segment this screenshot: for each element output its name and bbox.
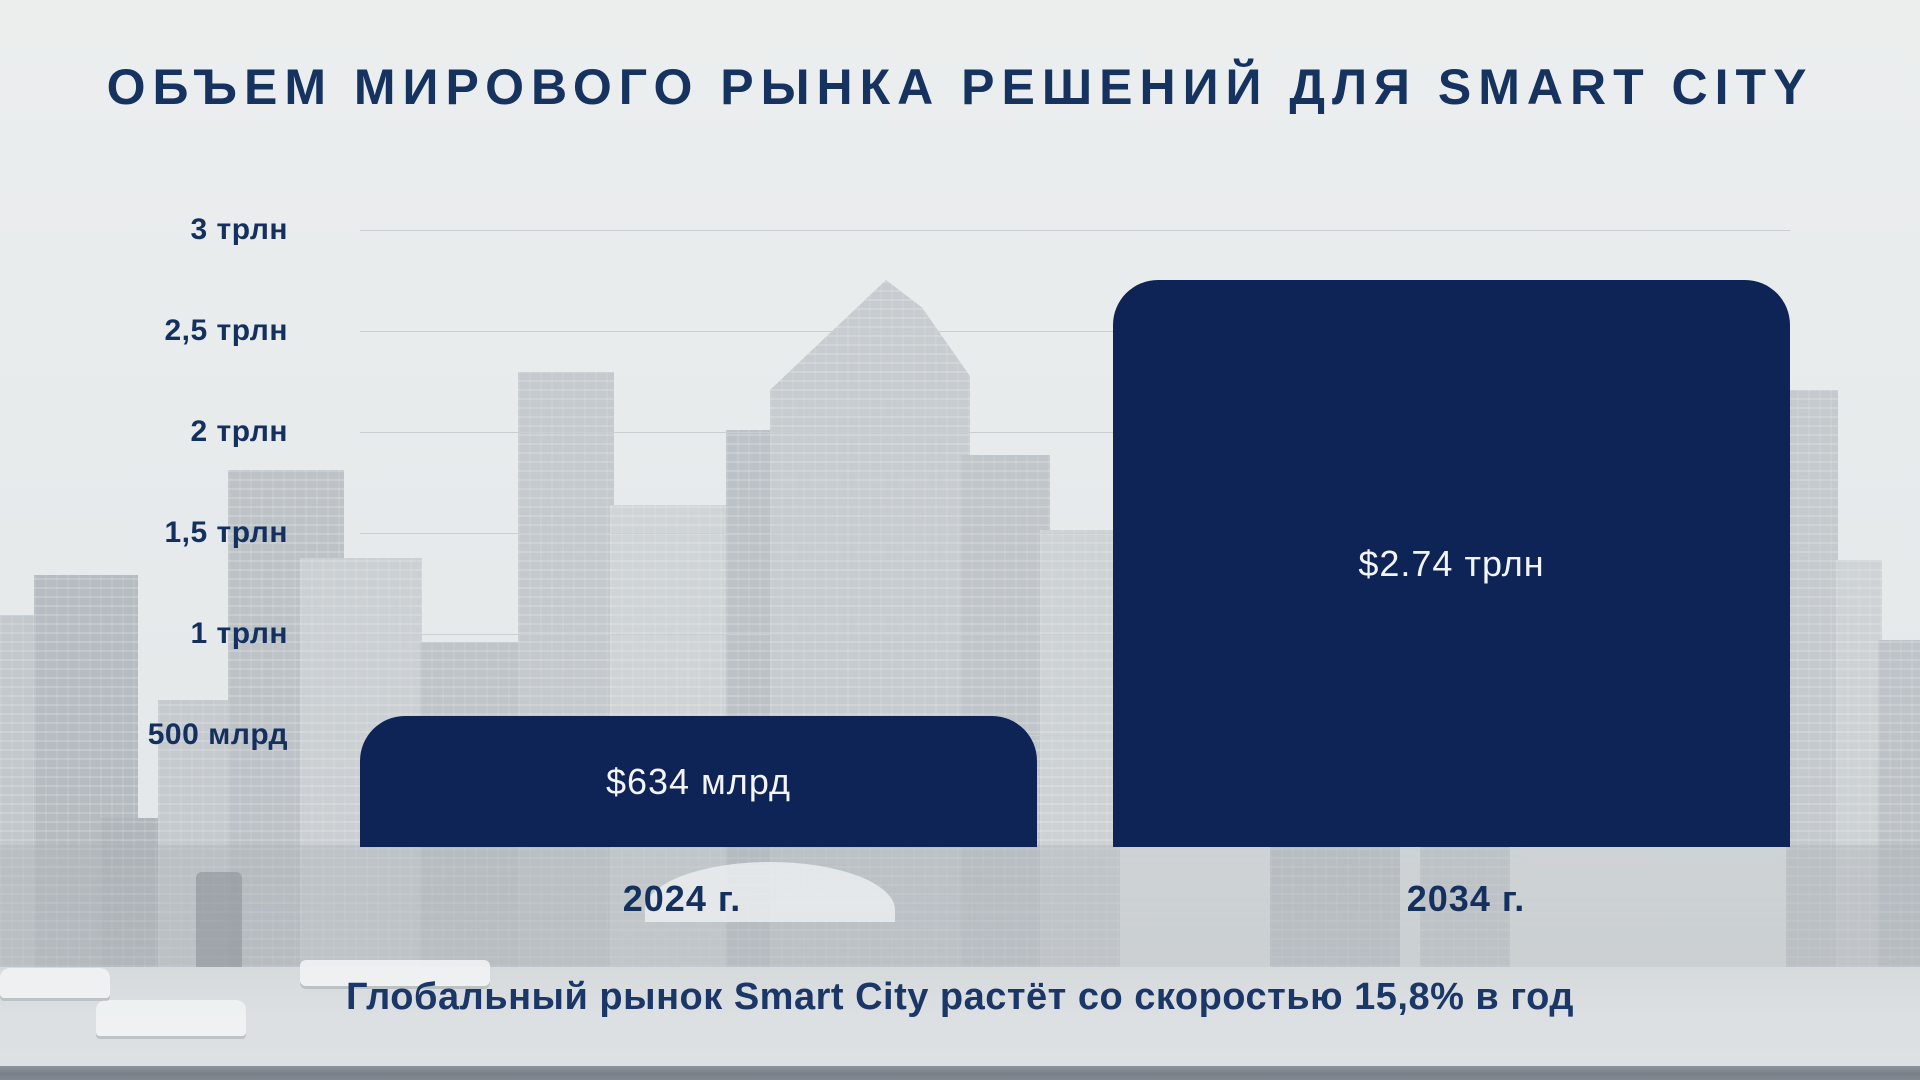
- y-tick-label: 500 млрд: [147, 718, 288, 751]
- boat-shape: [0, 968, 110, 998]
- chart-caption: Глобальный рынок Smart City растёт со ск…: [345, 976, 1575, 1018]
- skyline-building: [1040, 530, 1120, 967]
- skyline-building: [960, 455, 1050, 967]
- shoreline-strip: [0, 1066, 1920, 1080]
- y-tick-label: 3 трлн: [190, 213, 288, 246]
- page-title: ОБЪЕМ МИРОВОГО РЫНКА РЕШЕНИЙ ДЛЯ SMART C…: [106, 59, 1814, 115]
- skyline-building: [1878, 640, 1920, 967]
- x-tick-2034: 2034 г.: [1406, 878, 1526, 919]
- gridline: [360, 634, 1790, 635]
- skyline-building: [1836, 560, 1882, 967]
- y-tick-label: 1 трлн: [190, 617, 288, 650]
- skyline-building: [1786, 390, 1838, 967]
- gridline: [360, 432, 1790, 433]
- boat-shape: [300, 960, 490, 986]
- boat-shape: [96, 1000, 246, 1036]
- gridline: [360, 230, 1790, 231]
- gridline: [360, 533, 1790, 534]
- gridline: [360, 331, 1790, 332]
- bar-2024: $634 млрд: [360, 716, 1037, 847]
- y-tick-label: 2,5 трлн: [164, 314, 288, 347]
- bar-2034-value-label: $2.74 трлн: [1358, 542, 1545, 584]
- y-tick-label: 2 трлн: [190, 415, 288, 448]
- sail-tower-building: [770, 280, 970, 967]
- gridline: [360, 735, 1790, 736]
- skyline-building: [0, 615, 38, 967]
- bar-2024-value-label: $634 млрд: [605, 760, 792, 802]
- y-tick-label: 1,5 трлн: [164, 516, 288, 549]
- x-tick-2024: 2024 г.: [622, 878, 742, 919]
- bar-2034: $2.74 трлн: [1113, 280, 1790, 847]
- waterfront-midground: [0, 845, 1920, 967]
- skyline-building: [518, 372, 614, 967]
